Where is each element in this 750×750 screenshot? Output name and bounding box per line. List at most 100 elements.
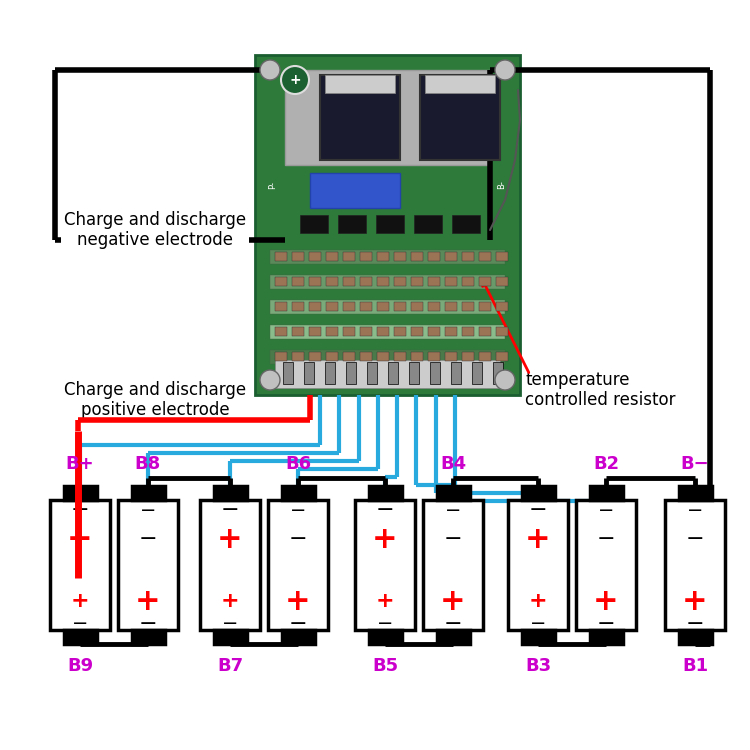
Bar bbox=[445, 252, 457, 261]
Bar bbox=[665, 500, 725, 630]
Bar bbox=[521, 486, 554, 500]
Text: −: − bbox=[139, 529, 158, 549]
Bar bbox=[310, 173, 400, 208]
Bar bbox=[270, 300, 505, 314]
Circle shape bbox=[495, 60, 515, 80]
Bar bbox=[118, 500, 178, 630]
Bar bbox=[394, 352, 406, 361]
Bar bbox=[270, 275, 505, 289]
Bar bbox=[411, 252, 423, 261]
Text: −: − bbox=[222, 614, 238, 633]
Bar bbox=[590, 630, 622, 644]
Bar bbox=[479, 327, 491, 336]
Bar bbox=[326, 352, 338, 361]
Bar bbox=[325, 75, 395, 93]
Bar bbox=[309, 352, 321, 361]
Text: +: + bbox=[682, 587, 708, 616]
Bar bbox=[436, 486, 470, 500]
Bar bbox=[326, 302, 338, 311]
Text: −: − bbox=[597, 614, 615, 634]
Bar bbox=[496, 302, 508, 311]
Bar bbox=[275, 252, 287, 261]
Bar bbox=[64, 486, 97, 500]
Bar bbox=[411, 327, 423, 336]
Text: −: − bbox=[376, 614, 393, 633]
Bar bbox=[428, 352, 440, 361]
Text: −: − bbox=[289, 614, 308, 634]
Text: −: − bbox=[444, 614, 462, 634]
Bar bbox=[50, 500, 110, 630]
Bar bbox=[576, 500, 636, 630]
Bar bbox=[445, 352, 457, 361]
Bar bbox=[411, 277, 423, 286]
Text: temperature
controlled resistor: temperature controlled resistor bbox=[525, 370, 676, 410]
Text: −: − bbox=[220, 500, 239, 520]
Bar bbox=[281, 486, 314, 500]
Bar bbox=[521, 630, 554, 644]
Bar bbox=[360, 277, 372, 286]
Bar bbox=[309, 252, 321, 261]
Bar bbox=[394, 302, 406, 311]
Bar bbox=[283, 362, 293, 384]
Bar bbox=[428, 252, 440, 261]
Bar bbox=[496, 277, 508, 286]
Bar bbox=[377, 252, 389, 261]
Bar bbox=[679, 486, 712, 500]
Bar bbox=[414, 215, 442, 233]
Text: +: + bbox=[217, 524, 243, 554]
Text: +: + bbox=[68, 524, 93, 554]
Bar bbox=[479, 302, 491, 311]
Bar bbox=[368, 630, 401, 644]
Bar bbox=[411, 352, 423, 361]
Text: B2: B2 bbox=[593, 454, 619, 472]
Bar bbox=[320, 75, 400, 160]
Bar bbox=[445, 302, 457, 311]
Text: −: − bbox=[140, 501, 156, 520]
Bar bbox=[275, 360, 500, 388]
Text: −: − bbox=[687, 501, 703, 520]
Bar bbox=[394, 277, 406, 286]
Bar bbox=[462, 277, 474, 286]
Bar bbox=[200, 500, 260, 630]
Bar bbox=[360, 252, 372, 261]
Text: +: + bbox=[593, 587, 619, 616]
Bar bbox=[338, 215, 366, 233]
Bar bbox=[420, 75, 500, 160]
Bar bbox=[368, 486, 401, 500]
Bar bbox=[268, 500, 328, 630]
Text: −: − bbox=[597, 529, 615, 549]
Text: P-: P- bbox=[268, 181, 278, 189]
Bar bbox=[590, 486, 622, 500]
Bar bbox=[309, 302, 321, 311]
Text: +: + bbox=[376, 592, 394, 611]
Bar bbox=[343, 352, 355, 361]
Bar bbox=[64, 630, 97, 644]
Text: −: − bbox=[445, 501, 461, 520]
Bar bbox=[255, 55, 520, 395]
Bar bbox=[343, 277, 355, 286]
Text: B6: B6 bbox=[285, 454, 311, 472]
Text: −: − bbox=[289, 529, 308, 549]
Text: −: − bbox=[290, 501, 306, 520]
Bar bbox=[445, 277, 457, 286]
Text: −: − bbox=[529, 500, 548, 520]
Bar bbox=[292, 277, 304, 286]
Bar bbox=[377, 352, 389, 361]
Bar bbox=[270, 250, 505, 264]
Text: −: − bbox=[530, 614, 546, 633]
Circle shape bbox=[495, 370, 515, 390]
Text: +: + bbox=[525, 524, 550, 554]
Bar bbox=[451, 362, 461, 384]
Bar bbox=[270, 325, 505, 339]
Text: Charge and discharge
negative electrode: Charge and discharge negative electrode bbox=[64, 211, 246, 250]
Bar bbox=[479, 277, 491, 286]
Text: B+: B+ bbox=[66, 454, 94, 472]
Bar bbox=[355, 500, 415, 630]
Text: −: − bbox=[72, 614, 88, 633]
Bar bbox=[309, 277, 321, 286]
Bar bbox=[462, 302, 474, 311]
Text: −: − bbox=[70, 500, 89, 520]
Bar bbox=[360, 302, 372, 311]
Bar bbox=[343, 302, 355, 311]
Bar bbox=[326, 327, 338, 336]
